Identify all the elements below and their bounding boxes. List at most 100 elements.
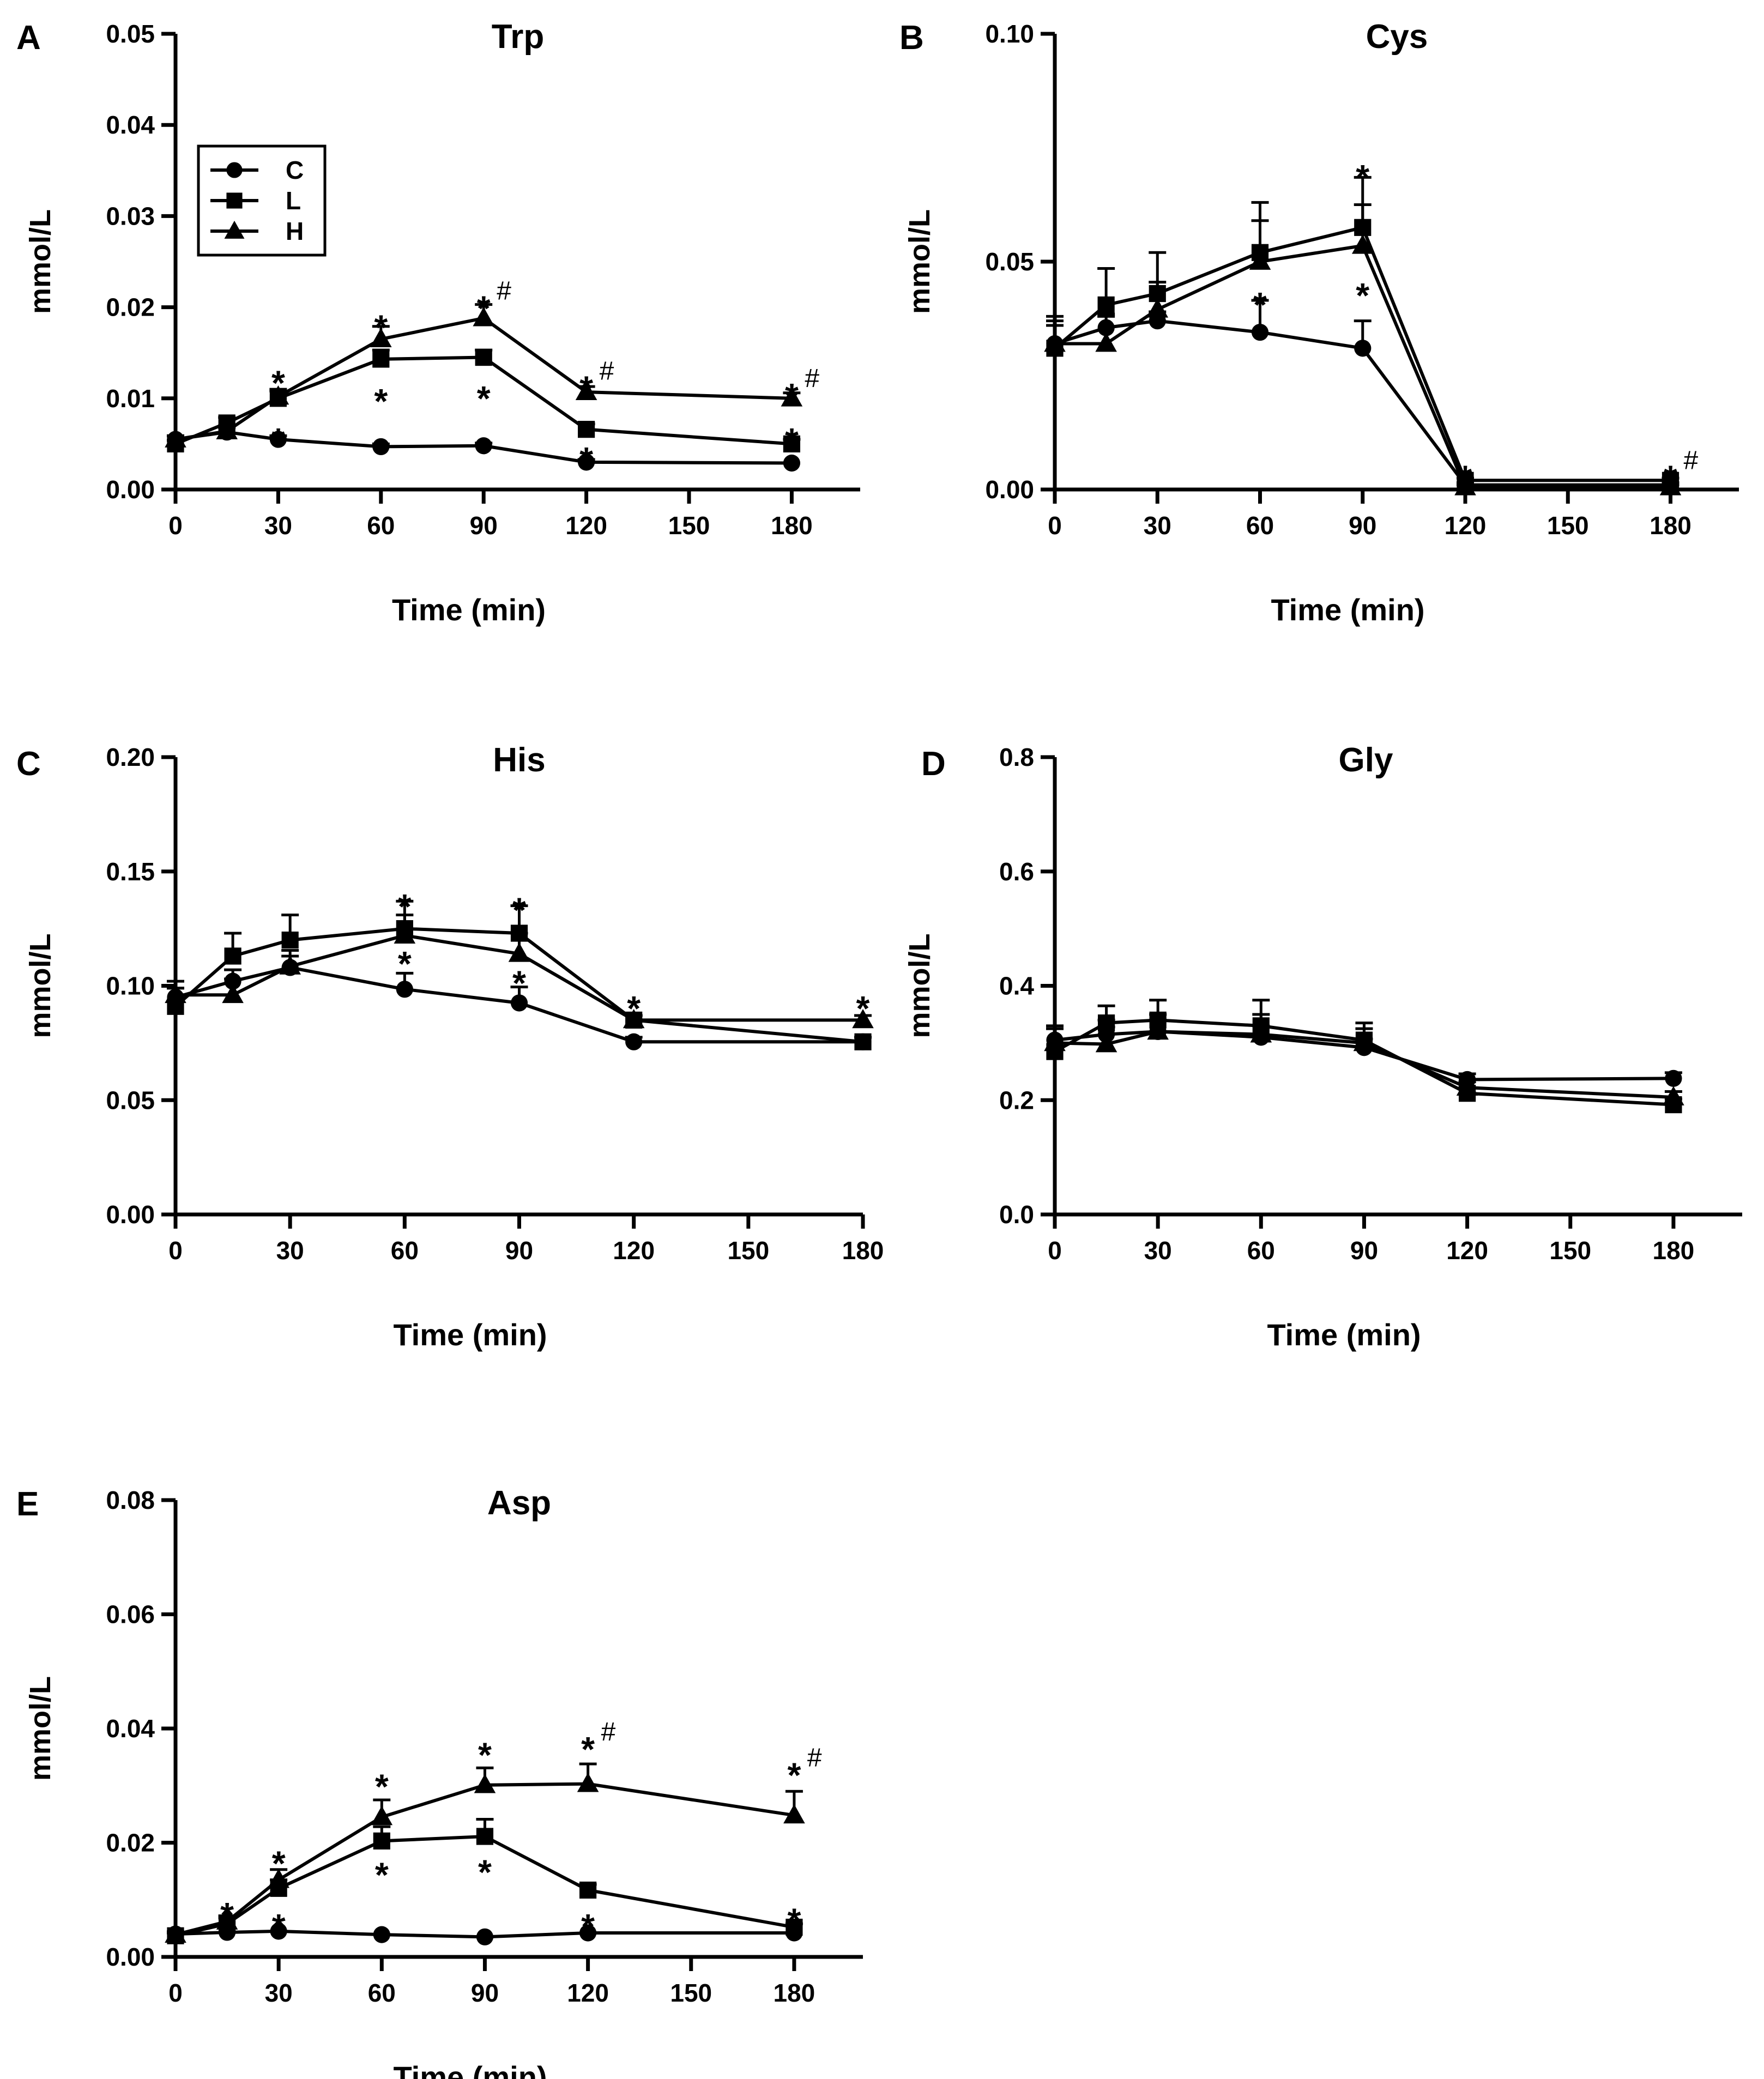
- significance-mark: *: [581, 1730, 595, 1769]
- series-h: [1044, 203, 1682, 495]
- data-point: [165, 428, 186, 448]
- legend-label: C: [286, 156, 304, 184]
- y-tick-label: 0.00: [985, 475, 1034, 504]
- data-point: [396, 981, 413, 998]
- data-point: [783, 435, 800, 452]
- chart-title: Gly: [1339, 741, 1393, 779]
- significance-mark: *: [478, 1852, 492, 1891]
- data-point: [578, 421, 595, 438]
- panel-c: C His 0.00 0.05 0.10 0.15 0.20 0 30 60 90 120 150 180…: [16, 741, 884, 1352]
- x-tick-label: 120: [567, 1979, 609, 2007]
- data-point: [473, 307, 494, 327]
- data-point: [1044, 1031, 1066, 1051]
- significance-hash: #: [807, 1743, 822, 1772]
- y-tick-label: 0.04: [106, 1714, 155, 1743]
- data-point: [372, 438, 390, 456]
- legend-label: L: [286, 186, 301, 215]
- data-point: [852, 1008, 874, 1029]
- data-point: [216, 1910, 238, 1930]
- panel-b: B Cys 0.00 0.05 0.10 0 30 60 90 120 150 180 Time (mi…: [899, 18, 1739, 627]
- x-tick-label: 30: [1144, 1236, 1172, 1265]
- significance-mark: *: [374, 308, 388, 347]
- x-axis-label: Time (min): [393, 1317, 547, 1352]
- data-point: [1250, 1023, 1272, 1043]
- y-tick-label: 0.04: [106, 111, 155, 139]
- y-axis-label: mmol/L: [24, 933, 57, 1038]
- data-point: [577, 1773, 599, 1792]
- panel-letter: C: [16, 745, 41, 783]
- y-tick-label: 0.4: [999, 972, 1034, 1000]
- series-h: [165, 303, 803, 448]
- significance-mark: *: [787, 1755, 801, 1794]
- significance-mark: *: [579, 369, 593, 408]
- data-point: [1454, 476, 1476, 495]
- significance-mark: *: [478, 1736, 492, 1775]
- series-l: [1046, 999, 1682, 1114]
- data-point: [267, 385, 289, 405]
- y-tick-label: 0.08: [106, 1486, 155, 1514]
- significance-mark: *: [271, 364, 285, 403]
- data-point: [786, 1918, 803, 1936]
- panel-letter: D: [921, 745, 946, 783]
- data-point: [373, 1832, 390, 1850]
- significance-mark: *: [1459, 458, 1472, 498]
- data-point: [579, 1924, 597, 1942]
- data-point: [781, 387, 803, 407]
- series-c: [167, 424, 800, 472]
- panel-letter: E: [16, 1485, 39, 1523]
- data-point: [216, 420, 238, 439]
- x-axis-label: Time (min): [1271, 593, 1424, 627]
- x-tick-label: 60: [1247, 1236, 1275, 1265]
- significance-hash: #: [497, 277, 511, 306]
- data-point: [281, 932, 299, 949]
- series-h: [165, 913, 874, 1029]
- x-tick-label: 0: [168, 1979, 183, 2007]
- data-point: [508, 942, 530, 962]
- significance-mark: *: [581, 1907, 595, 1946]
- x-tick-label: 150: [670, 1979, 712, 2007]
- chart-title: Trp: [492, 18, 544, 56]
- y-axis-label: mmol/L: [24, 209, 57, 314]
- data-point: [1146, 298, 1169, 318]
- y-tick-label: 0.00: [106, 1200, 155, 1229]
- data-point: [1147, 1020, 1169, 1040]
- significance-mark: *: [271, 421, 285, 460]
- significance-mark: *: [1356, 276, 1369, 315]
- x-tick-label: 0: [168, 1236, 183, 1265]
- y-axis-label: mmol/L: [903, 209, 936, 314]
- x-tick-label: 90: [471, 1979, 499, 2007]
- data-point: [373, 1926, 390, 1943]
- y-axis-label: mmol/L: [903, 933, 936, 1038]
- y-tick-label: 0.05: [985, 247, 1034, 276]
- data-point: [579, 1881, 597, 1899]
- y-tick-label: 0.02: [106, 293, 155, 322]
- chart-title: Cys: [1366, 18, 1428, 56]
- x-tick-label: 180: [1650, 511, 1691, 540]
- significance-mark: *: [579, 440, 593, 479]
- y-tick-label: 0.6: [999, 857, 1034, 886]
- x-tick-label: 150: [1547, 511, 1589, 540]
- legend-label: H: [286, 217, 304, 245]
- y-tick-label: 0.15: [106, 857, 155, 886]
- x-tick-label: 180: [774, 1979, 815, 2007]
- data-point: [783, 1804, 805, 1824]
- data-point: [279, 955, 301, 975]
- x-tick-label: 180: [771, 511, 813, 540]
- significance-mark: *: [785, 376, 799, 415]
- y-tick-label: 0.8: [999, 743, 1034, 771]
- significance-mark: *: [787, 1901, 801, 1940]
- significance-mark: *: [627, 989, 641, 1028]
- x-tick-label: 30: [265, 1979, 293, 2007]
- data-point: [1095, 333, 1117, 352]
- data-point: [165, 983, 186, 1004]
- series-h: [1044, 1013, 1684, 1105]
- data-point: [394, 924, 416, 944]
- legend-marker: [226, 192, 243, 209]
- data-point: [1044, 333, 1066, 352]
- x-tick-label: 120: [1445, 511, 1487, 540]
- x-tick-label: 60: [391, 1236, 419, 1265]
- data-point: [854, 1033, 872, 1050]
- data-point: [1351, 234, 1374, 254]
- panel-letter: A: [16, 19, 41, 57]
